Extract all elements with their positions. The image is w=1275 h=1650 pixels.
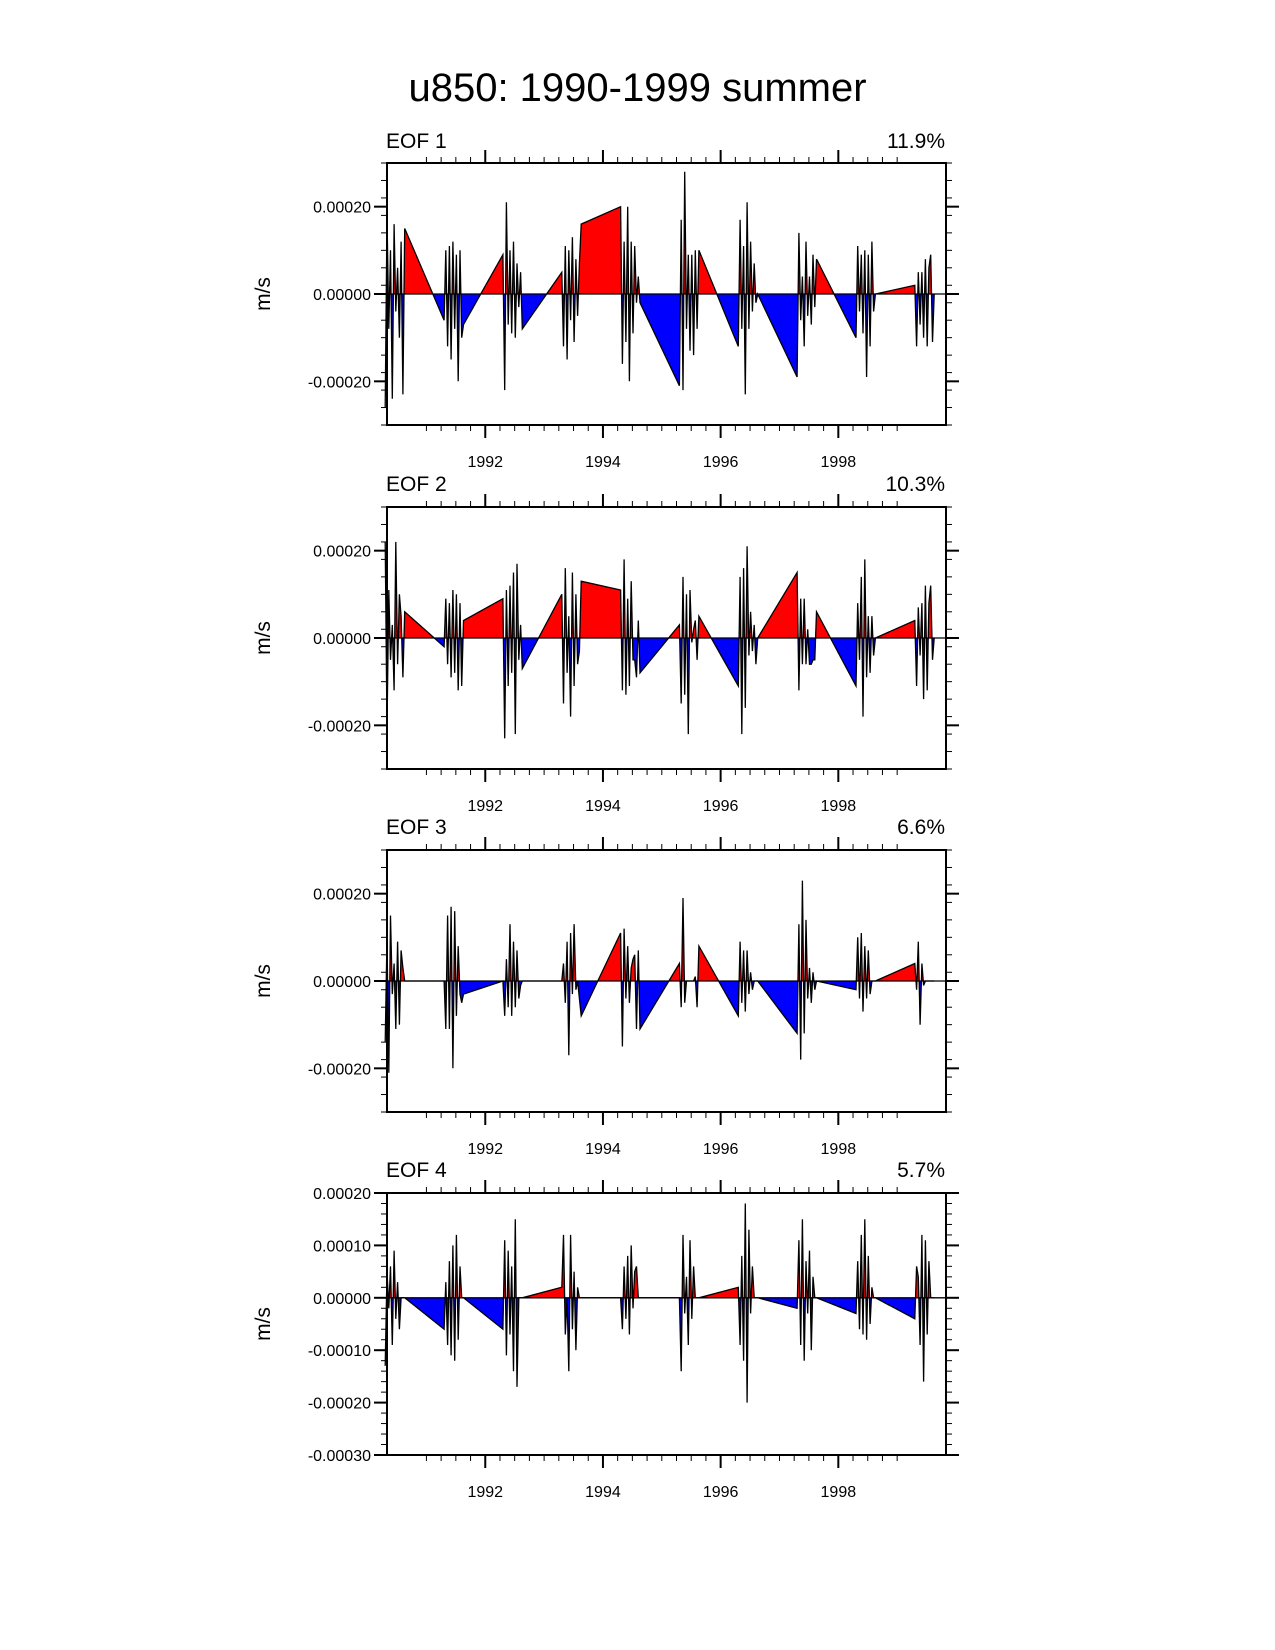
eof-2-chart: -0.00020 0.00000 0.00020 1992 1994 1996 1998 m/… — [252, 494, 959, 815]
x-tick-label: 1992 — [467, 1484, 503, 1501]
y-tick-label: 0.00020 — [313, 544, 371, 561]
series-line — [384, 171, 935, 408]
x-tick-label: 1996 — [703, 1141, 739, 1158]
x-tick-label: 1994 — [585, 454, 621, 471]
y-axis-label: m/s — [252, 277, 275, 311]
series-line — [384, 880, 935, 1073]
y-tick-label: -0.00020 — [308, 718, 371, 735]
eof-1-chart: -0.00020 0.00000 0.00020 1992 1994 1996 1998 m/… — [252, 150, 959, 471]
x-tick-label: 1998 — [821, 798, 857, 815]
y-tick-label: -0.00020 — [308, 1061, 371, 1078]
panel-label: EOF 3 — [386, 816, 447, 839]
y-tick-label: 0.00020 — [313, 887, 371, 904]
x-tick-label: 1992 — [467, 454, 503, 471]
x-tick-label: 1994 — [585, 798, 621, 815]
y-tick-label: 0.00010 — [313, 1238, 371, 1255]
figure-title: u850: 1990-1999 summer — [408, 66, 867, 110]
plot-frame — [386, 1192, 947, 1456]
y-axis-label: m/s — [252, 964, 275, 998]
eof-3-chart: -0.00020 0.00000 0.00020 1992 1994 1996 1998 m/… — [252, 837, 959, 1158]
y-tick-label: -0.00010 — [308, 1343, 371, 1360]
series-line — [384, 541, 935, 739]
x-tick-label: 1996 — [703, 454, 739, 471]
y-tick-label: -0.00020 — [308, 374, 371, 391]
panel-label: EOF 2 — [386, 473, 447, 496]
x-tick-label: 1992 — [467, 1141, 503, 1158]
panel-variance: 10.3% — [885, 473, 945, 496]
y-tick-label: 0.00020 — [313, 1186, 371, 1203]
y-tick-label: 0.00000 — [313, 974, 371, 991]
x-tick-label: 1996 — [703, 798, 739, 815]
panel-variance: 11.9% — [887, 130, 945, 153]
y-tick-label: 0.00000 — [313, 287, 371, 304]
y-tick-label: 0.00020 — [313, 200, 371, 217]
panel-label: EOF 1 — [386, 130, 447, 153]
x-tick-label: 1998 — [821, 1484, 857, 1501]
x-tick-label: 1996 — [703, 1484, 739, 1501]
x-tick-label: 1992 — [467, 798, 503, 815]
x-tick-label: 1994 — [585, 1484, 621, 1501]
y-tick-label: -0.00020 — [308, 1396, 371, 1413]
negative-area — [387, 638, 935, 739]
panel-variance: 6.6% — [897, 816, 945, 839]
x-tick-label: 1998 — [821, 1141, 857, 1158]
eof-4-chart: -0.00030 -0.00020 -0.00010 0.00000 0.00010 0.… — [252, 1180, 959, 1501]
y-tick-label: 0.00000 — [313, 631, 371, 648]
x-tick-label: 1994 — [585, 1141, 621, 1158]
x-tick-label: 1998 — [821, 454, 857, 471]
panel-label: EOF 4 — [386, 1159, 447, 1182]
y-axis-label: m/s — [252, 621, 275, 655]
y-axis-label: m/s — [252, 1307, 275, 1341]
y-tick-label: 0.00000 — [313, 1291, 371, 1308]
y-tick-label: -0.00030 — [308, 1448, 371, 1465]
panel-variance: 5.7% — [897, 1159, 945, 1182]
negative-area — [388, 1297, 929, 1403]
